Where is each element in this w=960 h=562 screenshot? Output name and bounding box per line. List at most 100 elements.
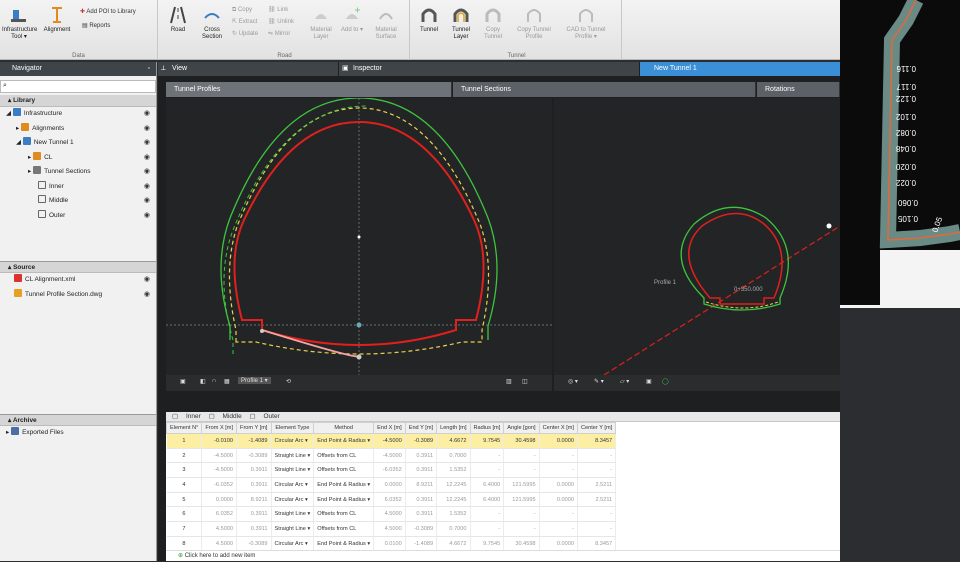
column-header[interactable]: End X [m] <box>373 422 406 434</box>
grid-icon[interactable]: ▦ <box>224 379 230 385</box>
table-cell[interactable]: -6.0352 <box>373 462 406 479</box>
tree-item-outer[interactable]: Outer ◉ <box>0 209 156 224</box>
table-cell[interactable]: 0.7000 <box>436 448 471 464</box>
table-cell[interactable]: -4.5000 <box>373 433 406 449</box>
source-item-alignment[interactable]: CL Alignment.xml ◉ <box>0 273 156 288</box>
table-cell[interactable]: Straight Line ▾ <box>271 448 315 464</box>
tab-inner[interactable]: ▢ Inner <box>172 413 201 420</box>
table-cell[interactable]: - <box>577 521 617 537</box>
tab-middle[interactable]: ▢ Middle <box>208 413 242 420</box>
reports-button[interactable]: ▤ Reports <box>82 22 110 30</box>
table-cell[interactable]: 9.7545 <box>470 536 505 552</box>
table-cell[interactable]: 0.3911 <box>405 448 438 464</box>
table-cell[interactable]: 0.3911 <box>236 521 272 537</box>
table-cell[interactable]: 8.9211 <box>405 477 438 493</box>
tab-outer[interactable]: ▢ Outer <box>249 413 280 420</box>
table-cell[interactable]: Offsets from CL <box>313 448 375 464</box>
column-header[interactable]: Angle [gon] <box>503 422 540 434</box>
tree-item-inner[interactable]: Inner ◉ <box>0 180 156 195</box>
table-cell[interactable]: - <box>503 448 540 464</box>
table-cell[interactable]: 2.5211 <box>577 492 617 508</box>
tool-icon[interactable]: ✎ ▾ <box>594 379 604 385</box>
table-cell[interactable]: 0.3911 <box>405 462 438 479</box>
cross-section-button[interactable]: Cross Section <box>198 6 226 41</box>
tab-view[interactable]: ⟂ View <box>158 62 338 76</box>
tunnel-layer-button[interactable]: Tunnel Layer <box>448 6 474 41</box>
subtab-tunnel-sections[interactable]: Tunnel Sections <box>453 82 756 97</box>
table-cell[interactable]: 30.4598 <box>503 433 540 449</box>
column-header[interactable]: End Y [m] <box>404 422 438 434</box>
table-cell[interactable]: 8.9211 <box>236 492 272 508</box>
table-cell[interactable]: 4.5000 <box>201 536 238 552</box>
table-cell[interactable]: - <box>503 521 540 537</box>
navigator-search-input[interactable]: ⌕ <box>0 80 156 93</box>
table-cell[interactable]: - <box>539 521 578 537</box>
table-cell[interactable]: 0.7000 <box>436 521 471 537</box>
tree-item-tunnel-sections[interactable]: ▸ Tunnel Sections ◉ <box>0 165 156 180</box>
infrastructure-tool-button[interactable]: Infrastructure Tool ▾ <box>2 6 37 41</box>
tunnel-section-canvas[interactable]: Profile 1 0+350.000 <box>554 98 840 375</box>
table-cell[interactable]: 6.4000 <box>470 477 505 493</box>
table-cell[interactable]: - <box>577 506 617 523</box>
table-cell[interactable]: End Point & Radius ▾ <box>313 433 375 449</box>
table-cell[interactable]: Circular Arc ▾ <box>271 477 315 493</box>
source-item-dwg[interactable]: Tunnel Profile Section.dwg ◉ <box>0 288 156 303</box>
table-cell[interactable]: 2.5211 <box>577 477 617 493</box>
table-cell[interactable]: Circular Arc ▾ <box>271 536 315 552</box>
archive-item-exported[interactable]: ▸ Exported Files <box>6 427 64 436</box>
road-button[interactable]: Road <box>166 6 190 34</box>
table-row[interactable]: 8 4.5000 -0.3089 Circular Arc ▾ End Point & … <box>166 536 617 552</box>
eye-icon[interactable]: ◉ <box>143 153 150 161</box>
table-cell[interactable]: -1.4089 <box>236 433 272 449</box>
tunnel-button[interactable]: Tunnel <box>416 6 442 34</box>
table-cell[interactable]: -6.0352 <box>201 477 238 493</box>
table-cell[interactable]: Offsets from CL <box>313 506 375 523</box>
eye-icon[interactable]: ◉ <box>143 168 150 175</box>
rotate-icon[interactable]: ⟲ <box>286 379 292 385</box>
table-cell[interactable]: - <box>470 448 505 464</box>
column-header[interactable]: Center X [m] <box>538 422 578 434</box>
table-cell[interactable]: Circular Arc ▾ <box>271 433 315 449</box>
table-cell[interactable]: - <box>470 506 505 523</box>
table-cell[interactable]: -4.5000 <box>373 448 406 464</box>
copy-button[interactable]: ⧉ Copy <box>232 6 252 14</box>
column-header[interactable]: Method <box>313 422 375 434</box>
table-cell[interactable]: - <box>539 448 578 464</box>
pin-icon[interactable]: ▫ <box>147 65 150 72</box>
table-cell[interactable]: 6.0352 <box>201 506 238 523</box>
table-cell[interactable]: 4.5000 <box>201 521 238 537</box>
add-new-item-row[interactable]: ⊕ Click here to add new item <box>166 550 840 561</box>
subtab-rotations[interactable]: Rotations <box>757 82 840 97</box>
table-row[interactable]: 3 -4.5000 0.3911 Straight Line ▾ Offsets fro… <box>166 462 617 479</box>
table-cell[interactable]: 9.7545 <box>470 433 505 449</box>
table-cell[interactable]: 4.6672 <box>436 536 471 552</box>
link-button[interactable]: ⛓ Link <box>268 6 288 14</box>
profile-select[interactable]: Profile 1 ▾ <box>238 377 271 384</box>
table-cell[interactable]: 0.0000 <box>539 492 578 508</box>
table-cell[interactable]: 0.3911 <box>405 506 438 523</box>
table-cell[interactable]: -0.3089 <box>405 521 438 537</box>
table-row[interactable]: 7 4.5000 0.3911 Straight Line ▾ Offsets from… <box>166 521 617 537</box>
eye-icon[interactable]: ◉ <box>143 139 150 146</box>
column-header[interactable]: From X [m] <box>201 422 238 434</box>
table-cell[interactable]: - <box>470 462 505 479</box>
table-cell[interactable]: Offsets from CL <box>313 521 375 537</box>
tunnel-profile-canvas[interactable] <box>166 98 552 375</box>
table-view-icon[interactable]: ▥ <box>506 379 512 385</box>
fit-icon[interactable]: ▣ <box>646 379 652 385</box>
table-cell[interactable]: 121.5995 <box>503 477 540 493</box>
table-cell[interactable]: 0.0000 <box>201 492 238 508</box>
eye-icon[interactable]: ◉ <box>143 197 150 204</box>
table-cell[interactable]: - <box>577 462 617 479</box>
update-button[interactable]: ↻ Update <box>232 30 258 38</box>
view-settings-icon[interactable]: ◎ ▾ <box>568 379 578 385</box>
table-cell[interactable]: -4.5000 <box>201 448 238 464</box>
table-cell[interactable]: 6.0352 <box>373 492 406 508</box>
add-to-button[interactable]: Add to ▾ <box>340 6 364 34</box>
subtab-tunnel-profiles[interactable]: Tunnel Profiles <box>166 82 452 97</box>
tree-item-alignments[interactable]: ▸ Alignments ◉ <box>0 122 156 137</box>
table-cell[interactable]: -1.4089 <box>405 536 438 552</box>
table-cell[interactable]: 4.5000 <box>373 506 406 523</box>
column-header[interactable]: Element N° <box>165 422 203 434</box>
table-cell[interactable]: -0.0100 <box>201 433 238 449</box>
